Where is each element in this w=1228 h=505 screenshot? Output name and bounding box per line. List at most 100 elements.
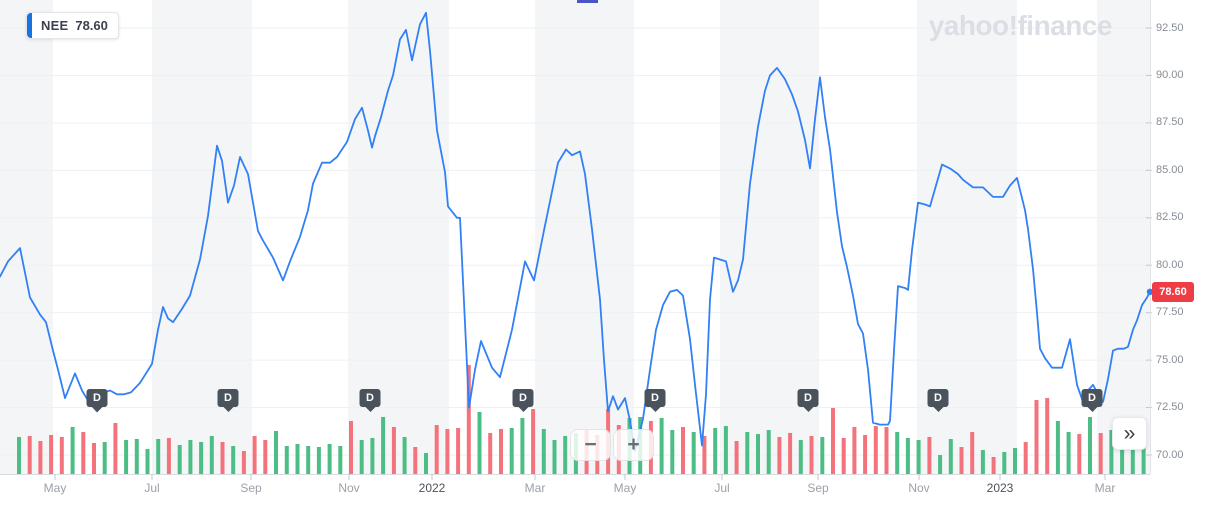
volume-bar xyxy=(81,432,86,474)
volume-bar xyxy=(1098,433,1103,474)
dividend-marker[interactable]: D xyxy=(512,389,534,407)
volume-bar xyxy=(402,437,407,474)
volume-bar xyxy=(1034,400,1039,474)
x-axis-label: 2022 xyxy=(418,481,446,495)
volume-bar xyxy=(766,430,771,474)
dividend-marker[interactable]: D xyxy=(644,389,666,407)
legend-symbol: NEE xyxy=(41,18,69,33)
volume-bar xyxy=(166,438,171,474)
x-axis-label: Nov xyxy=(908,481,930,495)
month-band xyxy=(1097,0,1150,474)
volume-bar xyxy=(895,432,900,474)
zoom-in-button[interactable]: + xyxy=(613,429,654,461)
y-axis-label: 77.50 xyxy=(1156,306,1184,319)
volume-bar xyxy=(756,434,760,474)
volume-bar xyxy=(38,441,43,474)
volume-bar xyxy=(316,447,321,474)
volume-bar xyxy=(991,457,996,474)
volume-bar xyxy=(948,439,953,474)
volume-bar xyxy=(434,425,439,474)
volume-bar xyxy=(1120,442,1125,474)
volume-bar xyxy=(1066,432,1071,474)
volume-bar xyxy=(1109,430,1114,474)
volume-bar xyxy=(359,440,364,474)
volume-bar xyxy=(27,436,32,474)
volume-bar xyxy=(209,436,214,474)
y-axis-label: 87.50 xyxy=(1156,116,1184,129)
y-axis-label: 80.00 xyxy=(1156,258,1184,271)
volume-bar xyxy=(1002,452,1007,474)
dividend-marker[interactable]: D xyxy=(927,389,949,407)
volume-bar xyxy=(659,418,664,474)
volume-bar xyxy=(788,433,793,474)
volume-bar xyxy=(220,442,225,474)
dividend-marker[interactable]: D xyxy=(217,389,239,407)
y-axis-label: 85.00 xyxy=(1156,163,1184,176)
volume-bar xyxy=(134,439,139,474)
volume-bar xyxy=(306,446,311,474)
volume-bar xyxy=(531,409,536,474)
volume-bar xyxy=(691,432,696,474)
volume-bar xyxy=(1141,442,1146,474)
y-axis-label: 75.00 xyxy=(1156,353,1184,366)
volume-bar xyxy=(884,427,889,474)
volume-bar xyxy=(188,440,193,474)
volume-bar xyxy=(391,427,396,474)
legend-price: 78.60 xyxy=(75,18,108,33)
volume-bar xyxy=(852,427,857,474)
volume-bar xyxy=(713,428,718,474)
y-axis-label: 92.50 xyxy=(1156,21,1184,34)
volume-bar xyxy=(980,450,985,474)
volume-bar xyxy=(295,444,300,474)
x-axis-label: 2023 xyxy=(986,481,1014,495)
volume-bar xyxy=(509,428,514,474)
y-axis-label: 72.50 xyxy=(1156,401,1184,414)
x-axis-label: May xyxy=(613,481,637,495)
volume-bar xyxy=(916,440,921,474)
legend-accent-bar xyxy=(27,13,32,38)
dividend-marker[interactable]: D xyxy=(797,389,819,407)
y-axis-label: 82.50 xyxy=(1156,211,1184,224)
volume-bar xyxy=(349,421,353,474)
zoom-out-button[interactable]: − xyxy=(570,429,611,461)
volume-bar xyxy=(113,423,118,474)
volume-bar xyxy=(734,441,739,474)
volume-bar xyxy=(1077,434,1082,474)
volume-bar xyxy=(1023,442,1028,474)
volume-bar xyxy=(1055,421,1060,474)
volume-bar xyxy=(541,429,546,474)
month-band xyxy=(0,0,53,474)
volume-bar xyxy=(177,445,182,474)
symbol-legend-badge[interactable]: NEE 78.60 xyxy=(26,12,119,39)
volume-bar xyxy=(445,429,450,474)
x-axis-label: Nov xyxy=(338,481,360,495)
volume-bar xyxy=(17,437,21,474)
x-axis-label: May xyxy=(43,481,67,495)
volume-bar xyxy=(274,431,278,474)
volume-bar xyxy=(723,426,728,474)
dividend-marker[interactable]: D xyxy=(359,389,381,407)
volume-bar xyxy=(59,437,64,474)
last-price-tag: 78.60 xyxy=(1152,282,1194,302)
volume-bar xyxy=(927,437,932,474)
expand-chart-button[interactable]: » xyxy=(1112,417,1147,450)
volume-bar xyxy=(199,442,204,474)
zoom-controls: − + xyxy=(570,429,654,461)
x-axis-label: Sep xyxy=(807,481,829,495)
volume-bar xyxy=(1130,442,1135,474)
dividend-marker[interactable]: D xyxy=(86,389,108,407)
volume-bar xyxy=(424,453,428,474)
y-axis-label: 70.00 xyxy=(1156,448,1184,461)
volume-bar xyxy=(92,443,96,474)
dividend-marker[interactable]: D xyxy=(1081,389,1103,407)
volume-bar xyxy=(327,444,332,474)
volume-bar xyxy=(831,408,835,474)
volume-bar xyxy=(563,436,568,474)
volume-bar xyxy=(477,412,482,474)
x-axis-label: Mar xyxy=(524,481,546,495)
volume-bar xyxy=(145,449,150,474)
volume-bar xyxy=(552,440,557,474)
volume-bar xyxy=(381,417,386,474)
